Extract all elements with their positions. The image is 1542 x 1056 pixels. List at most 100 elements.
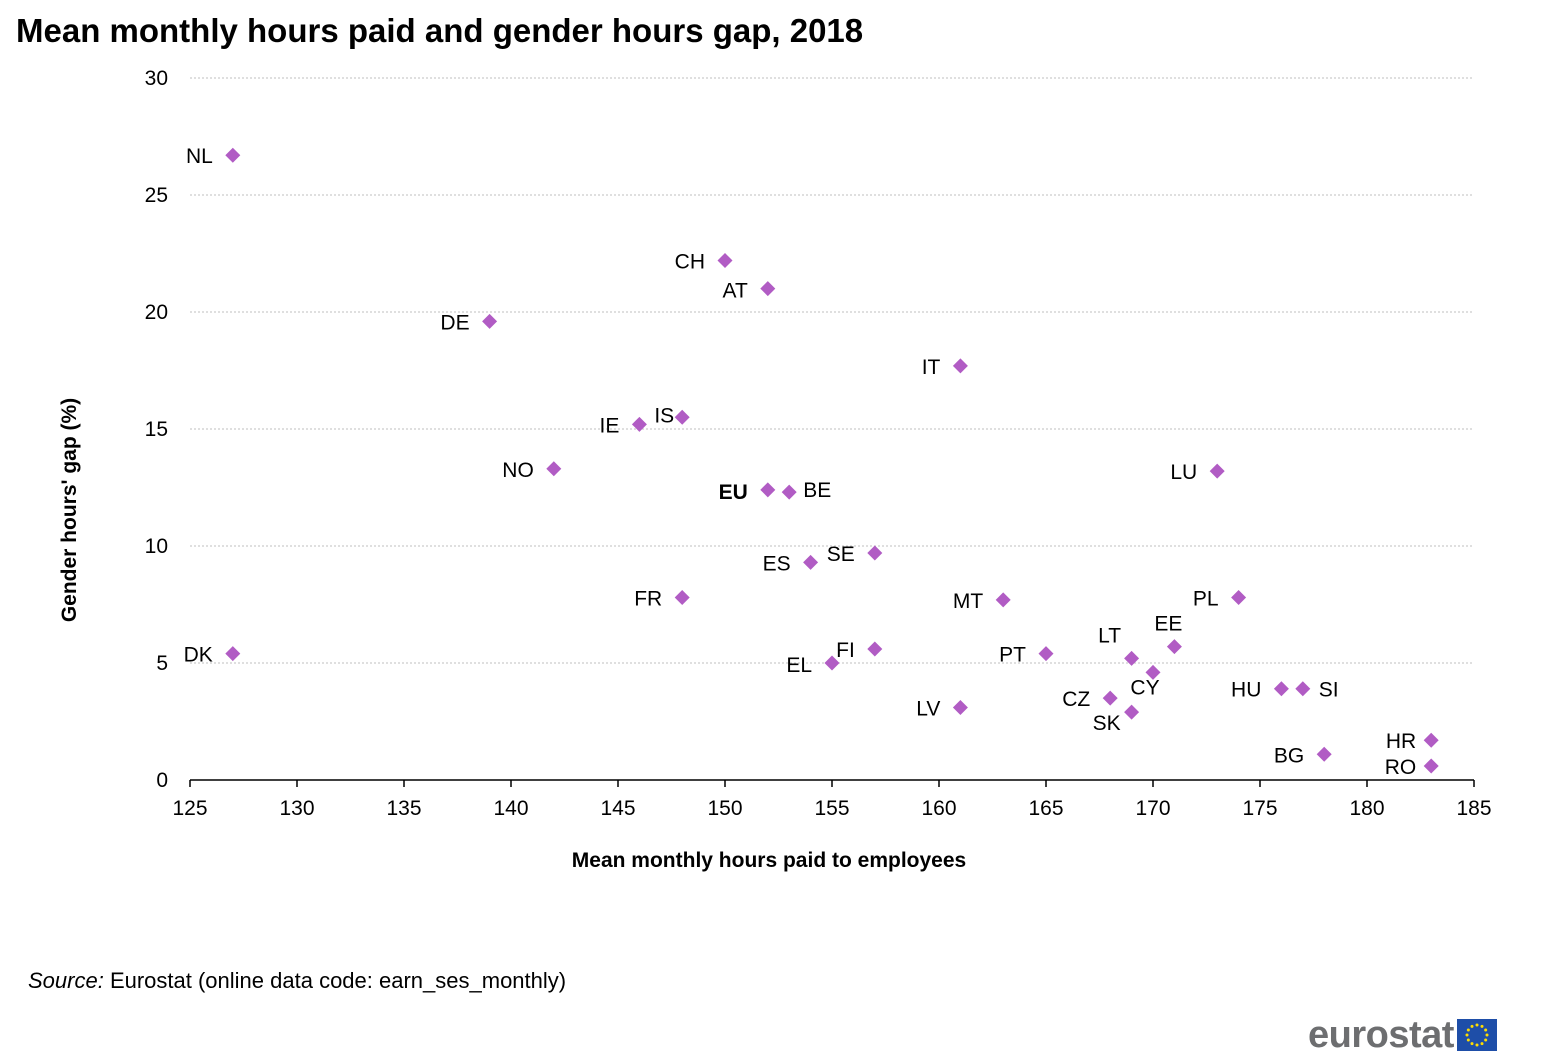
x-tick-label: 145 xyxy=(600,797,635,820)
data-point-nl xyxy=(225,147,241,163)
x-tick-label: 130 xyxy=(279,797,314,820)
data-point-el xyxy=(824,655,840,671)
point-label-lv: LV xyxy=(916,697,940,720)
x-tick-label: 150 xyxy=(707,797,742,820)
data-point-lu xyxy=(1209,463,1225,479)
data-point-lv xyxy=(952,699,968,715)
point-label-es: ES xyxy=(763,552,791,575)
flag-star xyxy=(1484,1038,1488,1042)
source-text: Eurostat (online data code: earn_ses_mon… xyxy=(103,968,567,993)
data-point-dk xyxy=(225,646,241,662)
point-label-se: SE xyxy=(827,543,855,566)
flag-star xyxy=(1475,1023,1479,1027)
y-axis-title: Gender hours' gap (%) xyxy=(58,398,81,622)
x-tick-label: 125 xyxy=(172,797,207,820)
source-prefix: Source: xyxy=(28,968,104,993)
x-tick-labels: 125 130 135 140 145 150 155 160 165 170 175 180 185 xyxy=(172,797,1491,820)
point-label-dk: DK xyxy=(184,644,213,667)
data-point-cy xyxy=(1145,664,1161,680)
y-tick-label: 30 xyxy=(145,67,168,90)
data-point-fr xyxy=(674,589,690,605)
data-point-sk xyxy=(1124,704,1140,720)
data-point-ch xyxy=(717,253,733,269)
data-point-it xyxy=(952,358,968,374)
point-label-it: IT xyxy=(922,356,941,379)
point-label-mt: MT xyxy=(953,590,983,613)
flag-star xyxy=(1480,1024,1484,1028)
chart-title: Mean monthly hours paid and gender hours… xyxy=(16,12,864,49)
point-label-si: SI xyxy=(1319,679,1339,702)
x-axis-title: Mean monthly hours paid to employees xyxy=(572,849,966,872)
point-label-be: BE xyxy=(803,479,831,502)
data-point-is xyxy=(674,409,690,425)
point-label-at: AT xyxy=(723,280,748,303)
data-point-lt xyxy=(1124,650,1140,666)
point-label-no: NO xyxy=(502,459,534,482)
point-label-sk: SK xyxy=(1093,712,1121,735)
flag-star xyxy=(1475,1043,1479,1047)
point-label-ee: EE xyxy=(1154,613,1182,636)
flag-star xyxy=(1465,1033,1469,1037)
data-point-no xyxy=(546,461,562,477)
x-tick-label: 180 xyxy=(1349,797,1384,820)
flag-star xyxy=(1470,1042,1474,1046)
data-point-bg xyxy=(1316,746,1332,762)
data-point-eu xyxy=(760,482,776,498)
flag-star xyxy=(1484,1028,1488,1032)
flag-star xyxy=(1466,1038,1470,1042)
point-label-lt: LT xyxy=(1098,624,1121,647)
point-label-de: DE xyxy=(440,311,469,334)
point-label-ie: IE xyxy=(600,414,620,437)
x-tick-label: 135 xyxy=(386,797,421,820)
axes xyxy=(189,779,1475,787)
point-label-nl: NL xyxy=(186,145,213,168)
data-point-ie xyxy=(631,416,647,432)
eurostat-logo: eurostat xyxy=(1308,1014,1497,1056)
data-point-cz xyxy=(1102,690,1118,706)
point-label-is: IS xyxy=(654,404,674,427)
x-tick-label: 165 xyxy=(1028,797,1063,820)
point-label-el: EL xyxy=(786,654,812,677)
data-point-at xyxy=(760,281,776,297)
x-tick-label: 175 xyxy=(1242,797,1277,820)
y-tick-label: 20 xyxy=(145,301,168,324)
data-point-ro xyxy=(1423,758,1439,774)
y-tick-label: 5 xyxy=(156,652,168,675)
y-tick-label: 15 xyxy=(145,418,168,441)
data-point-pl xyxy=(1231,589,1247,605)
x-tick-label: 160 xyxy=(921,797,956,820)
x-tick-label: 155 xyxy=(814,797,849,820)
point-label-hr: HR xyxy=(1386,730,1416,753)
flag-star xyxy=(1470,1024,1474,1028)
x-tick-label: 170 xyxy=(1135,797,1170,820)
y-tick-label: 10 xyxy=(145,535,168,558)
y-tick-label: 0 xyxy=(156,769,168,792)
eu-flag-icon xyxy=(1456,1019,1497,1051)
flag-star xyxy=(1485,1033,1489,1037)
y-tick-labels: 0 5 10 15 20 25 30 xyxy=(145,67,168,792)
gridlines xyxy=(190,77,1474,664)
data-point-mt xyxy=(995,592,1011,608)
logo-text: eurostat xyxy=(1308,1014,1454,1056)
y-tick-label: 25 xyxy=(145,184,168,207)
data-point-de xyxy=(482,313,498,329)
data-point-es xyxy=(803,554,819,570)
x-tick-label: 185 xyxy=(1456,797,1491,820)
point-label-hu: HU xyxy=(1231,679,1261,702)
data-point-hr xyxy=(1423,732,1439,748)
data-point-be xyxy=(781,484,797,500)
point-label-pl: PL xyxy=(1193,587,1219,610)
point-label-ro: RO xyxy=(1385,756,1417,779)
point-label-cz: CZ xyxy=(1062,688,1090,711)
data-point-ee xyxy=(1166,639,1182,655)
point-label-eu: EU xyxy=(719,481,748,504)
point-label-lu: LU xyxy=(1170,461,1197,484)
data-point-si xyxy=(1295,681,1311,697)
data-point-se xyxy=(867,545,883,561)
point-label-fi: FI xyxy=(836,639,855,662)
data-point-hu xyxy=(1273,681,1289,697)
point-label-cy: CY xyxy=(1130,676,1159,699)
data-points xyxy=(225,147,1439,774)
flag-star xyxy=(1480,1042,1484,1046)
